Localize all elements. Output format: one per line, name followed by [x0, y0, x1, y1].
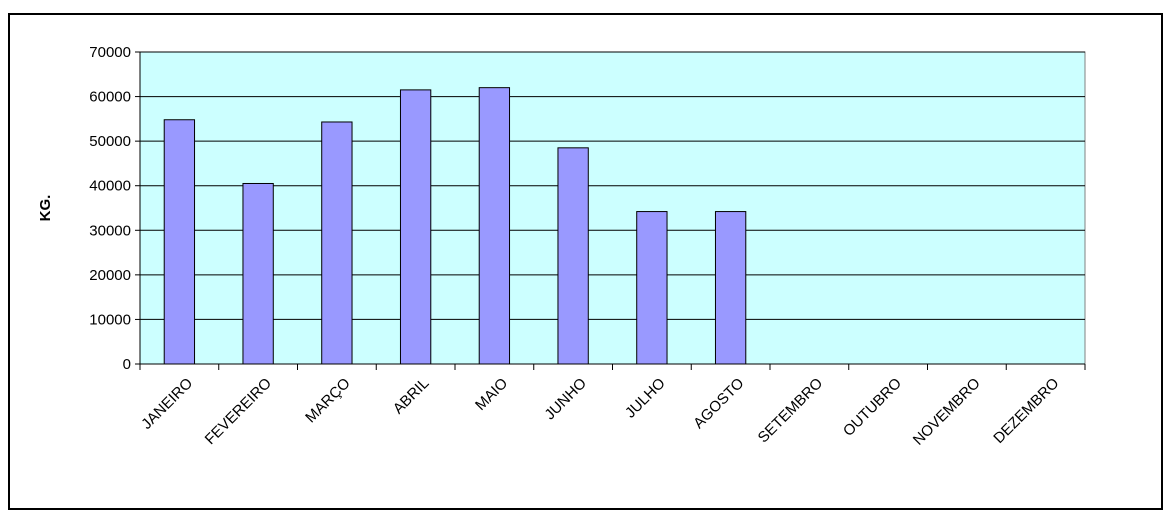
bar-junho [557, 147, 589, 365]
bars [163, 87, 747, 365]
x-tick-label: OUTUBRO [840, 375, 905, 440]
x-tick-label: AGOSTO [690, 375, 747, 432]
y-tick-label: 70000 [89, 44, 131, 61]
bar-fevereiro [242, 182, 274, 365]
x-tick-label: MARÇO [302, 375, 354, 427]
y-tick-label: 20000 [89, 267, 131, 284]
x-tick-label: DEZEMBRO [990, 375, 1062, 447]
x-axis: JANEIRO FEVEREIRO MARÇO ABRIL MAIO JUNHO JULHO… [138, 363, 1086, 449]
y-tick-label: 30000 [89, 222, 131, 239]
bar-abril [399, 89, 432, 365]
y-tick-label: 50000 [89, 133, 131, 150]
x-tick-label: JUNHO [541, 375, 590, 424]
gridlines [140, 51, 1085, 320]
y-tick-label: 10000 [89, 311, 131, 328]
bar-julho [636, 211, 668, 365]
x-tick-label: JULHO [622, 375, 669, 422]
bar-maio [478, 87, 511, 365]
bar-agosto [714, 211, 747, 365]
y-tick-label: 40000 [89, 178, 131, 195]
y-axis-label: KG. [37, 195, 54, 222]
x-tick-label: FEVEREIRO [202, 375, 275, 448]
bar-janeiro [163, 119, 196, 365]
x-tick-label: NOVEMBRO [910, 375, 984, 449]
plot-area [139, 51, 1086, 365]
y-tick-label: 0 [123, 356, 131, 373]
x-tick-label: MAIO [472, 375, 511, 414]
bar-março [321, 121, 353, 365]
x-tick-label: JANEIRO [138, 375, 196, 433]
y-tick-label: 60000 [89, 89, 131, 106]
x-tick-label: SETEMBRO [755, 375, 827, 447]
y-axis: 0 10000 20000 30000 40000 50000 60000 70000 [89, 44, 141, 373]
x-tick-label: ABRIL [390, 375, 433, 418]
